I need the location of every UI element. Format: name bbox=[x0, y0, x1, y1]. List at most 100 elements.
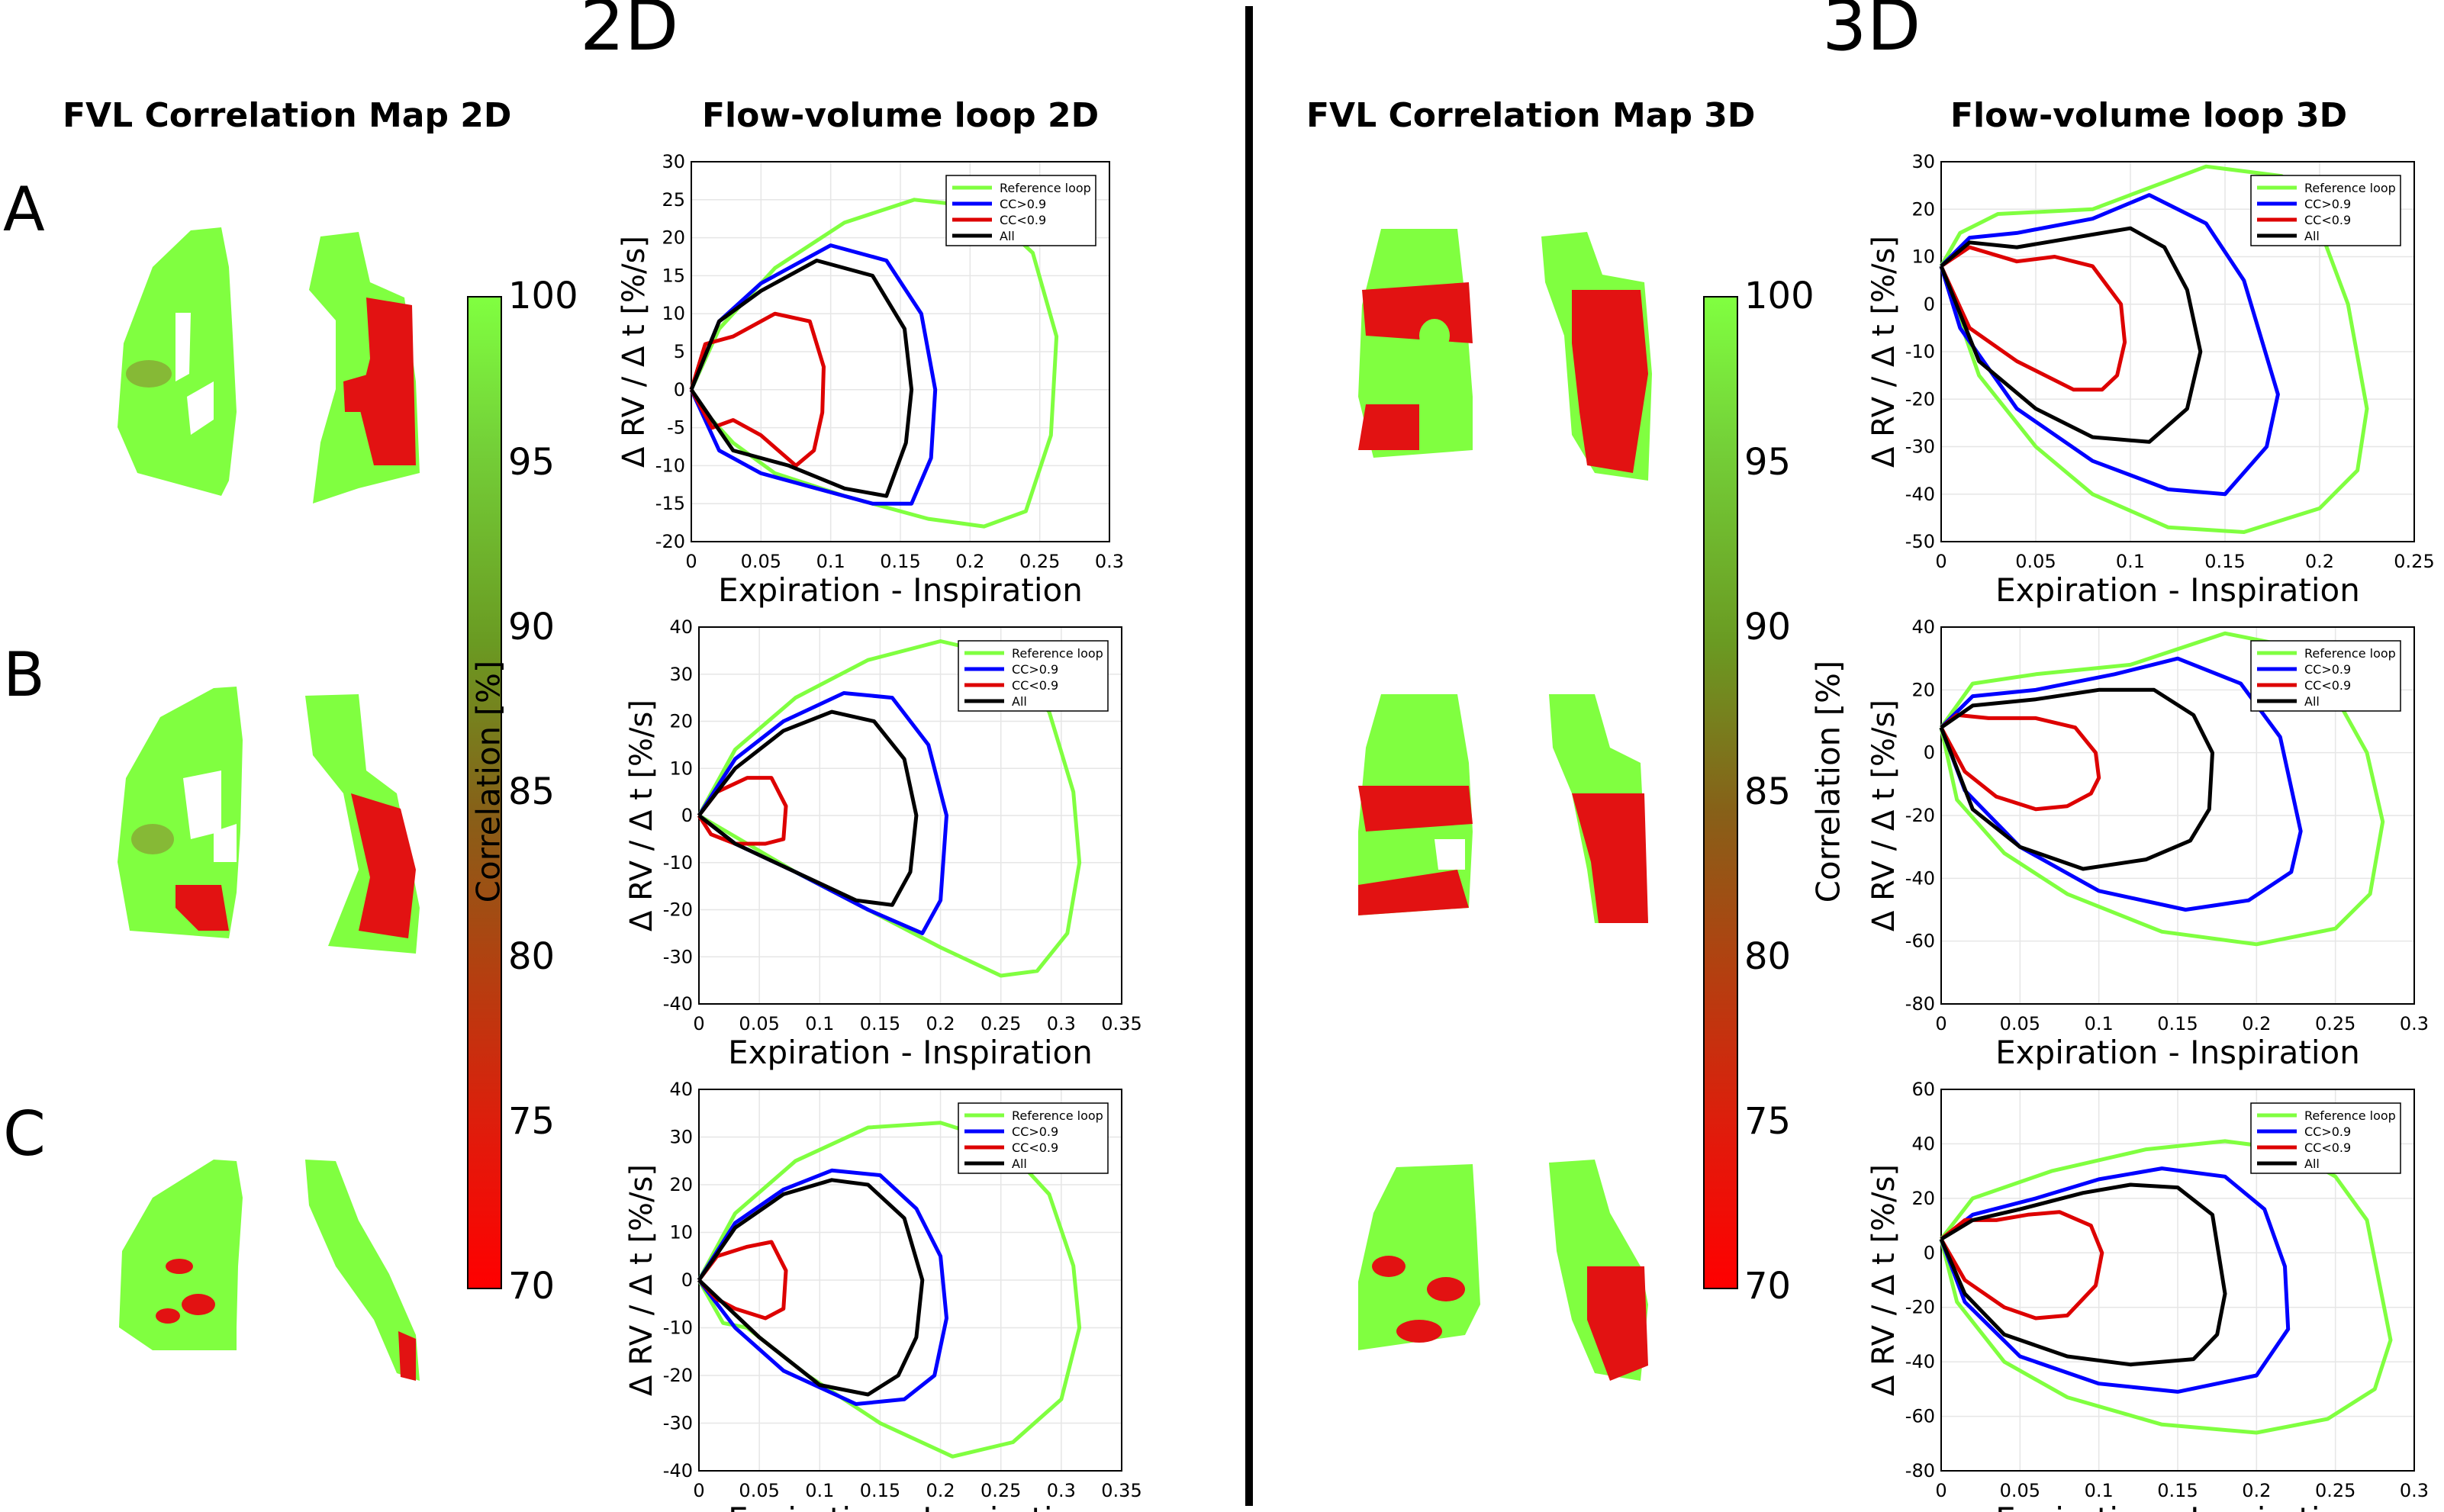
y-tick-label: -20 bbox=[1905, 805, 1935, 826]
y-tick-label: 20 bbox=[669, 711, 693, 732]
y-tick-label: 0 bbox=[681, 1269, 693, 1291]
y-tick-label: 0 bbox=[1924, 742, 1935, 764]
legend-label: CC<0.9 bbox=[1012, 678, 1058, 693]
y-tick-label: -50 bbox=[1905, 531, 1935, 552]
x-tick-label: 0.15 bbox=[2204, 551, 2245, 572]
x-tick-label: 0.05 bbox=[2000, 1480, 2040, 1501]
series-line-cc-low bbox=[1939, 245, 2127, 392]
y-tick-label: -10 bbox=[663, 1317, 693, 1339]
x-tick-label: 0.15 bbox=[880, 551, 920, 572]
x-tick-label: 0.25 bbox=[980, 1013, 1021, 1034]
y-tick-label: -60 bbox=[1905, 1406, 1935, 1427]
row-label-a: A bbox=[3, 174, 45, 245]
x-tick-label: 0.05 bbox=[739, 1013, 779, 1034]
y-tick-label: -30 bbox=[663, 1413, 693, 1434]
x-axis-label: Expiration - Inspiration bbox=[1995, 1034, 2360, 1071]
x-tick-label: 0.25 bbox=[2315, 1013, 2355, 1034]
y-tick-label: 10 bbox=[662, 303, 685, 324]
x-axis-label: Expiration - Inspiration bbox=[1995, 571, 2360, 609]
series-line-reference bbox=[1939, 1139, 2393, 1435]
x-tick-label: 0.3 bbox=[1047, 1013, 1076, 1034]
x-tick-label: 0.2 bbox=[955, 551, 984, 572]
x-tick-label: 0.25 bbox=[2315, 1480, 2355, 1501]
colorbar-2d bbox=[467, 296, 502, 1289]
y-tick-label: -40 bbox=[1905, 867, 1935, 889]
y-tick-label: 30 bbox=[662, 151, 685, 172]
plot-frame bbox=[1940, 626, 2415, 1005]
x-tick-label: 0.25 bbox=[1019, 551, 1060, 572]
legend-label: All bbox=[2304, 229, 2320, 243]
y-tick-label: -80 bbox=[1905, 1460, 1935, 1481]
y-tick-label: -20 bbox=[1905, 388, 1935, 410]
y-tick-label: -80 bbox=[1905, 993, 1935, 1015]
x-tick-label: 0.1 bbox=[805, 1480, 834, 1501]
y-axis-label: Δ RV / Δ t [%/s] bbox=[624, 1164, 659, 1396]
legend-label: CC<0.9 bbox=[2304, 678, 2351, 693]
y-tick-label: 30 bbox=[1911, 151, 1935, 172]
column-title-map-3d: FVL Correlation Map 3D bbox=[1306, 96, 1756, 135]
y-axis-label: Δ RV / Δ t [%/s] bbox=[1866, 1164, 1901, 1396]
x-tick-label: 0.35 bbox=[1101, 1013, 1141, 1034]
y-tick-label: 0 bbox=[1924, 294, 1935, 315]
y-tick-label: 20 bbox=[1911, 198, 1935, 220]
section-title-3d: 3D bbox=[1822, 0, 1921, 66]
series-line-cc-high bbox=[1939, 193, 2280, 497]
section-title-2d: 2D bbox=[580, 0, 679, 66]
colorbar-3d-tick: 90 bbox=[1744, 606, 1792, 648]
lung-map-3d-a bbox=[1358, 229, 1652, 481]
legend-label: CC<0.9 bbox=[1012, 1140, 1058, 1155]
y-tick-label: 5 bbox=[674, 341, 685, 362]
y-tick-label: -10 bbox=[655, 455, 685, 476]
y-tick-label: 15 bbox=[662, 265, 685, 286]
y-axis-label: Δ RV / Δ t [%/s] bbox=[1866, 236, 1901, 468]
y-tick-label: 30 bbox=[669, 1127, 693, 1148]
x-tick-label: 0.2 bbox=[2242, 1480, 2271, 1501]
y-tick-label: -40 bbox=[663, 993, 693, 1015]
x-tick-label: 0.1 bbox=[816, 551, 845, 572]
x-tick-label: 0.3 bbox=[1095, 551, 1124, 572]
y-tick-label: -30 bbox=[663, 946, 693, 967]
x-tick-label: 0.3 bbox=[1047, 1480, 1076, 1501]
column-title-loop-3d: Flow-volume loop 3D bbox=[1950, 96, 2348, 135]
legend-label: Reference loop bbox=[2304, 646, 2396, 661]
x-tick-label: 0.35 bbox=[1101, 1480, 1141, 1501]
y-tick-label: 40 bbox=[1911, 1133, 1935, 1154]
series-line-all bbox=[1939, 687, 2214, 871]
x-tick-label: 0.1 bbox=[2116, 551, 2145, 572]
y-axis-label: Δ RV / Δ t [%/s] bbox=[617, 236, 652, 468]
y-tick-label: -20 bbox=[655, 531, 685, 552]
x-tick-label: 0 bbox=[1935, 1013, 1947, 1034]
y-tick-label: 20 bbox=[1911, 679, 1935, 700]
colorbar-2d-tick: 95 bbox=[508, 441, 555, 484]
x-tick-label: 0 bbox=[685, 551, 697, 572]
x-tick-label: 0.05 bbox=[2015, 551, 2056, 572]
series-line-cc-high bbox=[689, 243, 938, 506]
y-tick-label: 25 bbox=[662, 189, 685, 211]
series-line-all bbox=[697, 1178, 925, 1397]
y-tick-label: 10 bbox=[669, 758, 693, 779]
y-tick-label: 40 bbox=[669, 1079, 693, 1100]
legend-label: CC>0.9 bbox=[2304, 197, 2351, 211]
y-tick-label: -15 bbox=[655, 493, 685, 514]
x-tick-label: 0.1 bbox=[2085, 1480, 2114, 1501]
x-tick-label: 0.15 bbox=[860, 1013, 900, 1034]
row-label-b: B bbox=[3, 639, 45, 710]
lung-map-3d-b bbox=[1358, 694, 1648, 923]
column-title-map-2d: FVL Correlation Map 2D bbox=[63, 96, 512, 135]
x-tick-label: 0.25 bbox=[980, 1480, 1021, 1501]
plot-frame bbox=[1940, 161, 2415, 542]
series-line-cc-high bbox=[1939, 1166, 2291, 1394]
x-tick-label: 0.2 bbox=[2305, 551, 2334, 572]
series-line-all bbox=[1939, 1182, 2227, 1367]
y-tick-label: 60 bbox=[1911, 1079, 1935, 1100]
y-tick-label: -10 bbox=[1905, 341, 1935, 362]
x-tick-label: 0.15 bbox=[2157, 1013, 2198, 1034]
y-axis-label: Δ RV / Δ t [%/s] bbox=[624, 700, 659, 931]
y-tick-label: 40 bbox=[1911, 616, 1935, 638]
x-axis-label: Expiration - Inspiration bbox=[718, 571, 1083, 609]
colorbar-3d-tick: 75 bbox=[1744, 1100, 1792, 1143]
series-line-cc-low bbox=[697, 776, 788, 846]
